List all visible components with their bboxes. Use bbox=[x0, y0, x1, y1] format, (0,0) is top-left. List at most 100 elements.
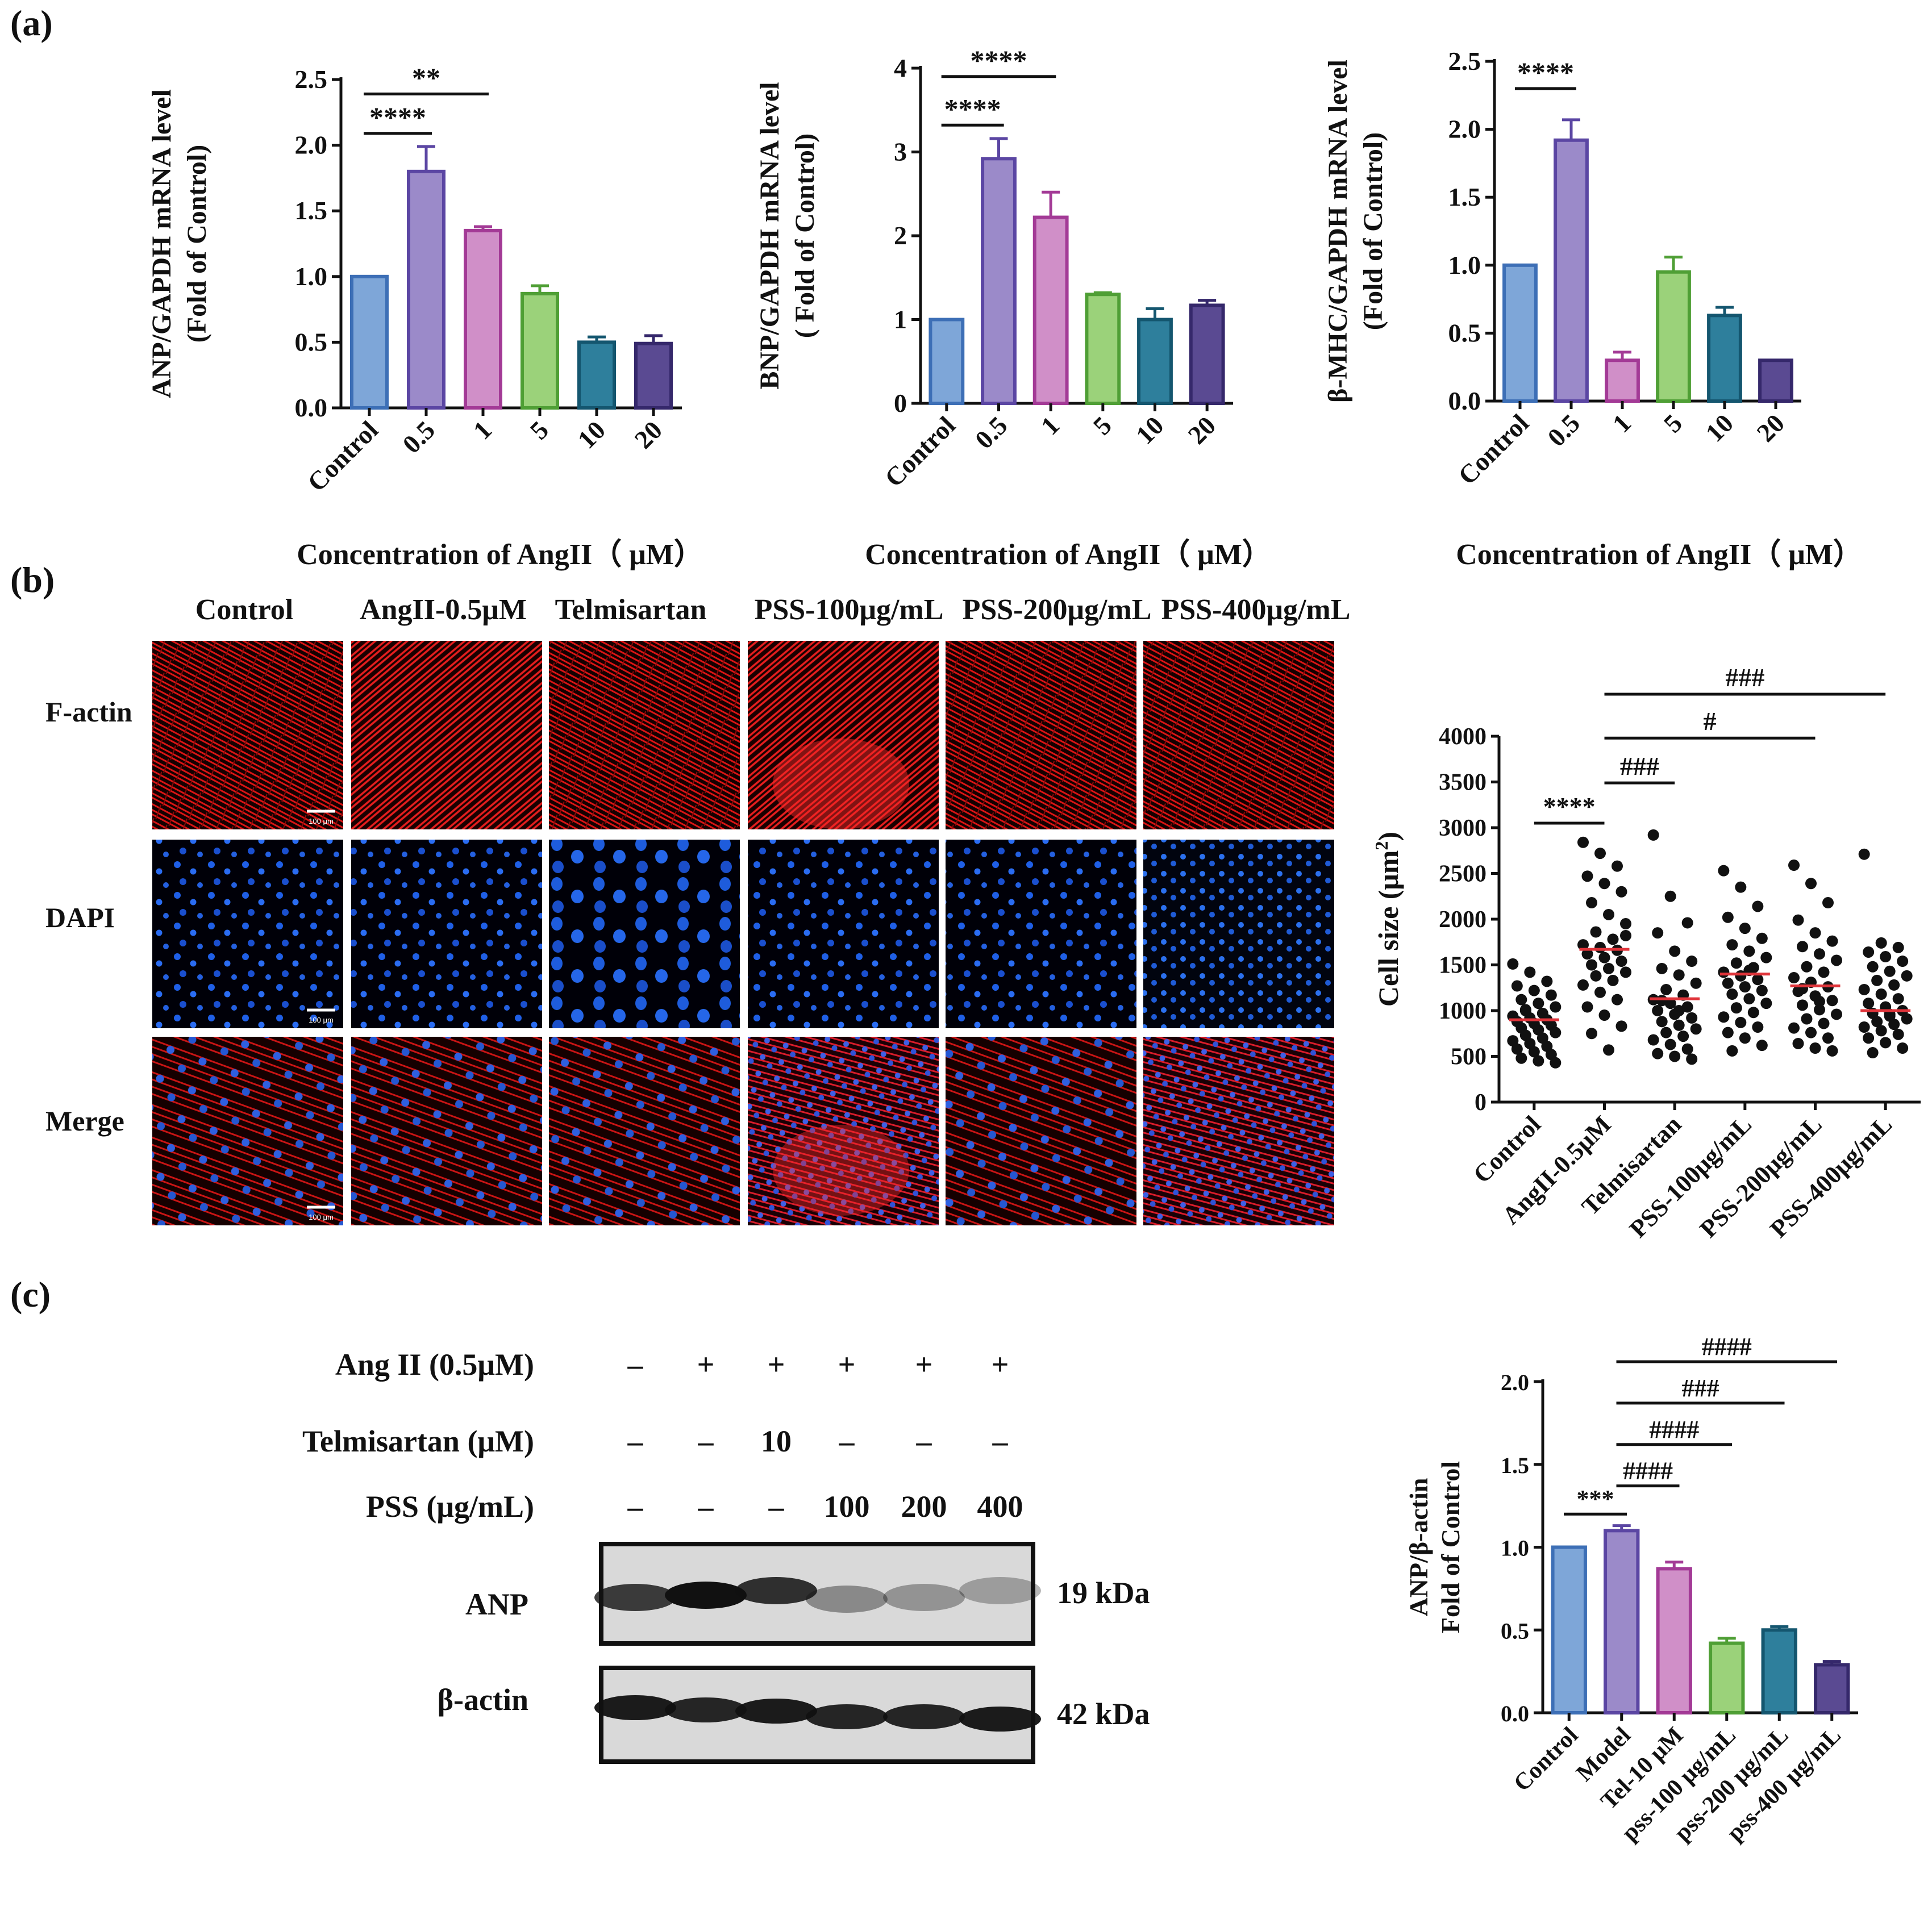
bar bbox=[350, 274, 389, 410]
bar bbox=[1758, 358, 1793, 403]
micrograph-dapi-3 bbox=[748, 840, 939, 1028]
data-point bbox=[1788, 1022, 1800, 1034]
y-tick-label: 500 bbox=[1451, 1044, 1487, 1070]
data-point bbox=[1681, 1001, 1693, 1013]
y-axis-label-line1: ANP/GAPDH mRNA level bbox=[147, 89, 177, 398]
data-point bbox=[1805, 878, 1817, 890]
data-point bbox=[1897, 956, 1909, 967]
data-point bbox=[1752, 974, 1764, 986]
data-point bbox=[1747, 1007, 1759, 1019]
column-header: PSS-400μg/mL bbox=[1161, 594, 1351, 626]
micrograph-dapi-1 bbox=[351, 840, 542, 1028]
data-point bbox=[1664, 890, 1676, 902]
data-point bbox=[1681, 917, 1693, 929]
data-point bbox=[1550, 1001, 1562, 1013]
data-point bbox=[1515, 994, 1527, 1006]
data-point bbox=[1875, 1025, 1887, 1037]
x-category-label: 1 bbox=[468, 415, 497, 445]
condition-value: – bbox=[916, 1424, 932, 1458]
data-point bbox=[1669, 1050, 1681, 1062]
x-axis-label: Concentration of AngII（ μM） bbox=[297, 538, 703, 571]
condition-value: + bbox=[915, 1348, 933, 1382]
condition-label: Telmisartan (μM) bbox=[302, 1424, 534, 1458]
bar bbox=[928, 318, 965, 405]
y-axis-label-text: Cell size (μm bbox=[1372, 850, 1404, 1007]
data-point bbox=[1581, 948, 1593, 960]
data-point bbox=[1652, 927, 1664, 939]
data-point bbox=[1892, 1028, 1904, 1040]
column-header: PSS-200μg/mL bbox=[963, 594, 1152, 626]
data-point bbox=[1788, 860, 1800, 871]
condition-label: PSS (μg/mL) bbox=[366, 1490, 534, 1524]
micrograph-merge-3 bbox=[748, 1037, 939, 1225]
data-point bbox=[1901, 1013, 1913, 1025]
y-tick-label: 1.0 bbox=[1448, 251, 1481, 279]
data-point bbox=[1718, 865, 1730, 877]
data-point bbox=[1590, 926, 1602, 938]
micrograph-factin-4 bbox=[946, 641, 1136, 829]
data-point bbox=[1660, 1027, 1672, 1038]
data-point bbox=[1677, 1031, 1689, 1042]
protein-band bbox=[959, 1707, 1041, 1732]
x-category-label: PSS-400μg/mL bbox=[1764, 1110, 1897, 1243]
bar bbox=[1189, 303, 1225, 405]
data-point bbox=[1586, 959, 1597, 971]
data-point bbox=[1739, 1032, 1751, 1044]
data-point bbox=[1586, 1028, 1597, 1040]
data-point bbox=[1863, 1032, 1875, 1044]
x-category-label: 5 bbox=[1658, 408, 1688, 438]
data-point bbox=[1550, 1027, 1562, 1038]
significance-label: **** bbox=[971, 44, 1027, 76]
y-tick-label: 0.0 bbox=[295, 393, 328, 422]
data-point bbox=[1615, 1020, 1627, 1032]
data-point bbox=[1867, 961, 1879, 973]
y-tick-label: 0 bbox=[1475, 1090, 1487, 1116]
x-category-label: 5 bbox=[524, 415, 554, 445]
data-point bbox=[1607, 974, 1619, 986]
y-tick-label: 1.0 bbox=[295, 262, 328, 291]
y-tick-label: 3500 bbox=[1439, 770, 1487, 796]
data-point bbox=[1797, 999, 1808, 1011]
significance-label: #### bbox=[1702, 1333, 1752, 1361]
y-tick-label: 2.5 bbox=[1448, 47, 1481, 76]
bar bbox=[981, 157, 1017, 405]
data-point bbox=[1809, 927, 1821, 939]
data-point bbox=[1690, 977, 1702, 989]
data-point bbox=[1647, 829, 1659, 841]
data-point bbox=[1545, 989, 1557, 1001]
significance-label: ### bbox=[1725, 663, 1764, 692]
data-point bbox=[1664, 1038, 1676, 1050]
data-point bbox=[1826, 935, 1838, 947]
data-point bbox=[1814, 948, 1825, 960]
data-point bbox=[1598, 1009, 1610, 1021]
data-point bbox=[1615, 886, 1627, 898]
data-point bbox=[1652, 1005, 1664, 1016]
data-point bbox=[1603, 962, 1614, 974]
micrograph-dapi-0 bbox=[152, 840, 343, 1028]
y-axis-label-sup: 2 bbox=[1371, 841, 1392, 850]
data-point bbox=[1858, 983, 1870, 995]
x-category-label: 0.5 bbox=[397, 415, 440, 459]
column-header: Telmisartan bbox=[555, 594, 707, 626]
data-point bbox=[1519, 1004, 1531, 1016]
band-size-label: 19 kDa bbox=[1057, 1576, 1150, 1610]
y-axis-label-line1: ANP/β-actin bbox=[1404, 1478, 1433, 1617]
data-point bbox=[1681, 1043, 1693, 1055]
data-point bbox=[1511, 1043, 1523, 1055]
data-point bbox=[1814, 1004, 1825, 1016]
y-tick-label: 0.5 bbox=[295, 327, 328, 356]
data-point bbox=[1831, 1008, 1842, 1020]
bar bbox=[1502, 263, 1538, 403]
protein-band bbox=[594, 1584, 676, 1611]
y-axis-label-line1: β-MHC/GAPDH mRNA level bbox=[1323, 60, 1353, 403]
data-point bbox=[1871, 1016, 1883, 1028]
data-point bbox=[1792, 914, 1804, 926]
data-point bbox=[1756, 984, 1768, 996]
y-tick-label: 4 bbox=[894, 53, 907, 82]
significance-label: **** bbox=[369, 101, 426, 133]
data-point bbox=[1743, 945, 1755, 957]
data-point bbox=[1718, 1011, 1730, 1023]
protein-band bbox=[806, 1586, 888, 1613]
data-point bbox=[1515, 1052, 1527, 1064]
